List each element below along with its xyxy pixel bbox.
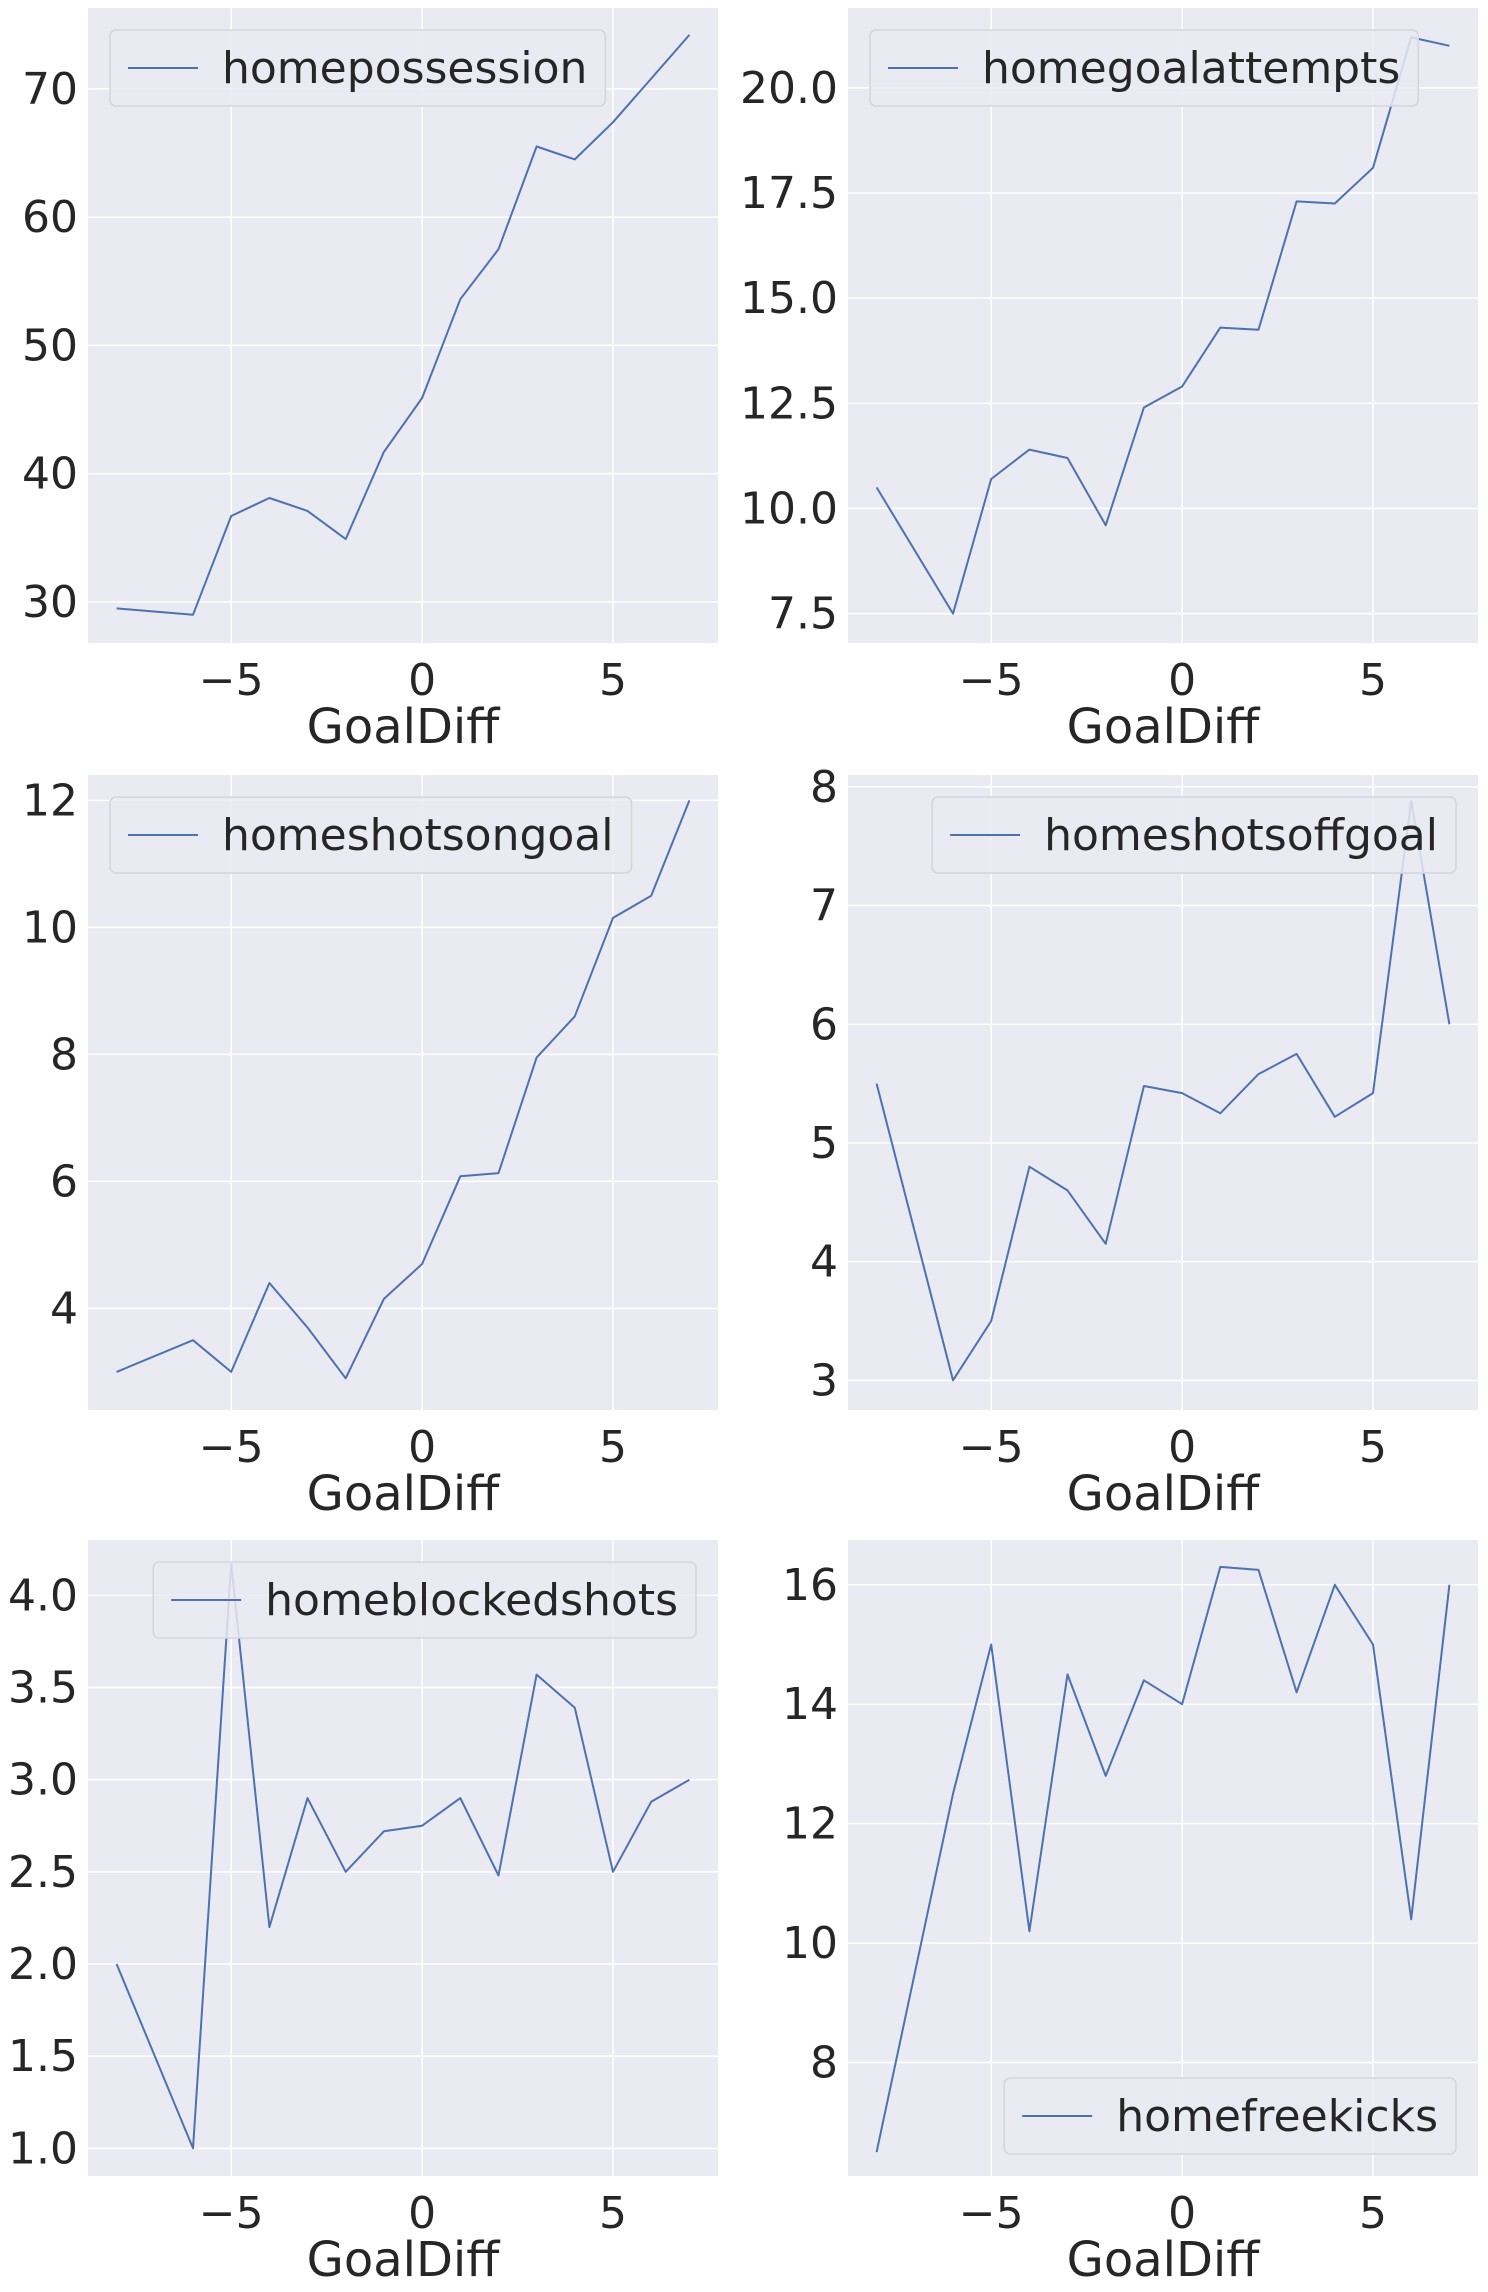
y-tick-label: 30	[22, 577, 78, 628]
y-tick-label: 70	[22, 64, 78, 115]
legend-label: homeshotsongoal	[222, 810, 614, 861]
x-tick-label: 0	[408, 2188, 436, 2239]
x-tick-label: −5	[199, 2188, 264, 2239]
y-tick-label: 1.5	[8, 2031, 78, 2082]
legend: homepossession	[109, 29, 607, 107]
x-axis-label: GoalDiff	[1067, 699, 1261, 755]
x-tick-label: 0	[408, 1422, 436, 1473]
legend: homegoalattempts	[869, 29, 1420, 107]
chart-panel-2: −5 0 5 7.5 10.0 12.5 15.0 17.5 20.0 GoalDiff homeg…	[740, 8, 1478, 755]
legend: homeshotsongoal	[109, 796, 633, 874]
x-tick-label: −5	[959, 655, 1024, 706]
chart-panel-4: −5 0 5 3 4 5 6 7 8 GoalDiff homeshotsoffgoal	[810, 762, 1478, 1522]
y-tick-label: 4	[50, 1283, 78, 1334]
chart-panel-6: −5 0 5 8 10 12 14 16 GoalDiff homefreekicks	[782, 1540, 1478, 2288]
x-axis-label: GoalDiff	[307, 699, 501, 755]
series-line-homeblockedshots	[115, 1563, 690, 2150]
x-axis-label: GoalDiff	[1067, 2232, 1261, 2288]
y-tick-label: 3.5	[8, 1662, 78, 1713]
chart-panel-3: −5 0 5 4 6 8 10 12 GoalDiff homeshotsongoal	[22, 775, 718, 1522]
y-tick-label: 15.0	[740, 273, 838, 324]
legend: homeshotsoffgoal	[931, 796, 1457, 874]
x-tick-label: 5	[599, 2188, 627, 2239]
legend: homeblockedshots	[152, 1561, 697, 1639]
x-tick-label: 5	[599, 655, 627, 706]
y-tick-label: 3	[810, 1355, 838, 1406]
y-tick-label: 8	[810, 2038, 838, 2089]
legend-label: homegoalattempts	[982, 43, 1400, 94]
series-line-homeshotsongoal	[116, 800, 691, 1380]
y-tick-label: 20.0	[740, 63, 838, 114]
y-tick-label: 12	[782, 1799, 838, 1850]
y-tick-label: 5	[810, 1118, 838, 1169]
y-tick-label: 10	[22, 902, 78, 953]
series-line-homegoalattempts	[875, 36, 1450, 615]
series-line-homefreekicks	[875, 1565, 1451, 2153]
y-tick-label: 7	[810, 881, 838, 932]
y-tick-label: 8	[50, 1029, 78, 1080]
legend-box	[109, 29, 607, 107]
x-tick-label: 5	[599, 1422, 627, 1473]
y-tick-label: 8	[810, 762, 838, 813]
y-tick-label: 6	[50, 1156, 78, 1207]
y-tick-label: 2.0	[8, 1939, 78, 1990]
series-line-homepossession	[116, 34, 691, 616]
x-tick-label: 0	[1168, 1422, 1196, 1473]
y-tick-label: 12.5	[740, 378, 838, 429]
y-tick-label: 4	[810, 1237, 838, 1288]
legend-box	[152, 1561, 697, 1639]
x-axis-label: GoalDiff	[1067, 1466, 1261, 1522]
series-line-homeshotsoffgoal	[875, 800, 1451, 1382]
y-tick-label: 1.0	[8, 2123, 78, 2174]
x-tick-label: −5	[959, 2188, 1024, 2239]
x-tick-label: 0	[1168, 2188, 1196, 2239]
x-tick-label: −5	[959, 1422, 1024, 1473]
legend-label: homeshotsoffgoal	[1044, 810, 1438, 861]
y-tick-label: 6	[810, 999, 838, 1050]
legend-box	[109, 796, 633, 874]
y-tick-label: 10	[782, 1918, 838, 1969]
x-tick-label: 5	[1359, 1422, 1387, 1473]
chart-panel-5: −5 0 5 1.0 1.5 2.0 2.5 3.0 3.5 4.0 GoalDiff homeblo…	[8, 1540, 718, 2288]
legend-box	[869, 29, 1420, 107]
x-tick-label: 0	[408, 655, 436, 706]
y-tick-label: 12	[22, 775, 78, 826]
legend-box	[931, 796, 1457, 874]
y-tick-label: 17.5	[740, 168, 838, 219]
legend: homefreekicks	[1003, 2077, 1457, 2155]
y-tick-label: 2.5	[8, 1847, 78, 1898]
x-tick-label: 5	[1359, 655, 1387, 706]
y-tick-label: 10.0	[740, 483, 838, 534]
legend-label: homeblockedshots	[265, 1575, 678, 1626]
x-axis-label: GoalDiff	[307, 2232, 501, 2288]
chart-panel-1: −5 0 5 30 40 50 60 70 GoalDiff homepossession	[22, 8, 718, 755]
y-tick-label: 40	[22, 449, 78, 500]
y-tick-label: 7.5	[768, 589, 838, 640]
y-tick-label: 50	[22, 320, 78, 371]
x-tick-label: −5	[199, 1422, 264, 1473]
y-tick-label: 14	[782, 1679, 838, 1730]
x-tick-label: 5	[1359, 2188, 1387, 2239]
legend-box	[1003, 2077, 1457, 2155]
y-tick-label: 60	[22, 192, 78, 243]
x-axis-label: GoalDiff	[307, 1466, 501, 1522]
x-tick-label: 0	[1168, 655, 1196, 706]
x-tick-label: −5	[199, 655, 264, 706]
legend-label: homepossession	[222, 43, 587, 94]
y-tick-label: 4.0	[8, 1570, 78, 1621]
y-tick-label: 16	[782, 1560, 838, 1611]
y-tick-label: 3.0	[8, 1755, 78, 1806]
legend-label: homefreekicks	[1116, 2091, 1438, 2142]
